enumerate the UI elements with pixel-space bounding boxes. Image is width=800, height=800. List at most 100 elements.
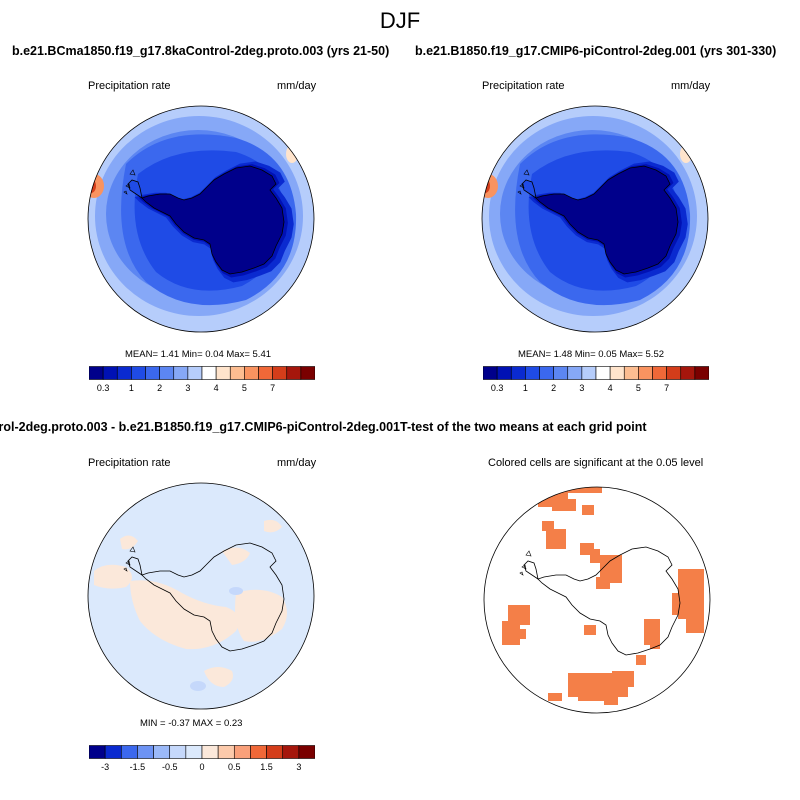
colorbar-tick-label: 2 bbox=[157, 383, 163, 393]
colorbar-tick-label: -3 bbox=[101, 762, 110, 772]
colorbar-swatch bbox=[131, 366, 146, 380]
colorbar-swatch bbox=[102, 366, 118, 380]
significant-cell bbox=[542, 521, 554, 531]
figure-title: DJF bbox=[379, 8, 421, 33]
precip-patch bbox=[274, 307, 290, 317]
colorbar-swatch bbox=[137, 745, 154, 759]
antarctica-coastline bbox=[141, 165, 285, 275]
panel4-title: T-test of the two means at each grid poi… bbox=[400, 420, 647, 434]
panel1-title: b.e21.BCma1850.f19_g17.8kaControl-2deg.p… bbox=[12, 44, 390, 58]
panel3-title: b.e21.BCma1850.f19_g17.8kaControl-2deg.p… bbox=[0, 420, 400, 434]
positive-difference-region bbox=[94, 564, 132, 589]
significant-cell bbox=[636, 655, 646, 665]
island-coastline bbox=[125, 183, 131, 189]
colorbar-swatch bbox=[185, 745, 203, 759]
colorbar-tick-label: 1.5 bbox=[260, 762, 273, 772]
colorbar-swatch bbox=[539, 366, 554, 380]
colorbar-tick-label: 7 bbox=[664, 383, 670, 393]
ocean-background bbox=[88, 483, 314, 709]
colorbar-tick-label: 1 bbox=[522, 383, 528, 393]
panel3-stats: MIN = -0.37 MAX = 0.23 bbox=[140, 718, 243, 729]
colorbar-swatch bbox=[300, 366, 315, 380]
colorbar-tick-label: 4 bbox=[607, 383, 613, 393]
colorbar-tick-label: 3 bbox=[185, 383, 191, 393]
colorbar-swatch bbox=[201, 366, 217, 380]
colorbar-swatch bbox=[694, 366, 709, 380]
panel1-units-label: mm/day bbox=[277, 80, 317, 92]
panel2-colorbar bbox=[483, 366, 709, 380]
colorbar-tick-label: 5 bbox=[241, 383, 247, 393]
positive-difference-region bbox=[222, 547, 250, 565]
panel3-polar-map bbox=[87, 482, 315, 710]
colorbar-swatch bbox=[298, 745, 315, 759]
colorbar-swatch bbox=[680, 366, 696, 380]
colorbar-swatch bbox=[89, 745, 106, 759]
colorbar-swatch bbox=[525, 366, 540, 380]
colorbar-swatch bbox=[104, 745, 122, 759]
panel3-variable-label: Precipitation rate bbox=[88, 457, 171, 469]
precip-patch bbox=[286, 145, 298, 163]
significant-cell bbox=[590, 549, 600, 563]
panel3-colorbar bbox=[89, 745, 315, 759]
panel1-variable-label: Precipitation rate bbox=[88, 80, 171, 92]
colorbar-swatch bbox=[201, 745, 219, 759]
panel1-stats: MEAN= 1.41 Min= 0.04 Max= 5.41 bbox=[125, 349, 272, 360]
colorbar-tick-label: 0.3 bbox=[96, 383, 110, 393]
panel4-subtitle: Colored cells are significant at the 0.0… bbox=[488, 457, 704, 469]
significant-cell bbox=[584, 625, 596, 635]
island-coastline bbox=[123, 190, 128, 195]
island-coastline bbox=[129, 169, 136, 176]
island-coastline bbox=[123, 567, 128, 572]
colorbar-swatch bbox=[266, 745, 284, 759]
panel3-units-label: mm/day bbox=[277, 457, 317, 469]
colorbar-swatch bbox=[169, 745, 187, 759]
panel2-title: b.e21.B1850.f19_g17.CMIP6-piControl-2deg… bbox=[415, 44, 777, 58]
colorbar-swatch bbox=[89, 366, 104, 380]
colorbar-tick-label: 4 bbox=[213, 383, 219, 393]
colorbar-swatch bbox=[250, 745, 267, 759]
significant-cell bbox=[672, 593, 692, 615]
panel2-polar-map bbox=[481, 105, 709, 333]
colorbar-swatch bbox=[272, 366, 288, 380]
colorbar-tick-label: 5 bbox=[635, 383, 641, 393]
peninsula-coastline bbox=[127, 556, 143, 576]
island-coastline bbox=[125, 560, 131, 566]
precip-band bbox=[142, 166, 284, 274]
colorbar-swatch bbox=[595, 366, 611, 380]
peninsula-coastline bbox=[521, 179, 537, 199]
map-border bbox=[483, 486, 711, 714]
colorbar-swatch bbox=[153, 745, 171, 759]
island-coastline bbox=[517, 190, 522, 195]
colorbar-swatch bbox=[159, 366, 175, 380]
colorbar-swatch bbox=[233, 745, 251, 759]
antarctica-coastline bbox=[141, 542, 285, 652]
colorbar-swatch bbox=[496, 366, 512, 380]
antarctica-coastline bbox=[535, 165, 679, 275]
colorbar-swatch bbox=[282, 745, 300, 759]
colorbar-swatch bbox=[286, 366, 302, 380]
colorbar-tick-label: 2 bbox=[551, 383, 557, 393]
map-border bbox=[87, 105, 315, 333]
colorbar-swatch bbox=[581, 366, 597, 380]
significant-cell bbox=[548, 693, 562, 701]
colorbar-tick-label: 7 bbox=[270, 383, 276, 393]
colorbar-swatch bbox=[483, 366, 498, 380]
island-coastline bbox=[525, 550, 532, 557]
colorbar-swatch bbox=[173, 366, 189, 380]
peninsula-coastline bbox=[523, 560, 539, 580]
positive-difference-region bbox=[264, 519, 282, 533]
colorbar-swatch bbox=[638, 366, 653, 380]
island-coastline bbox=[523, 169, 530, 176]
significant-cell bbox=[552, 499, 576, 511]
colorbar-tick-label: 1 bbox=[128, 383, 134, 393]
panel4-polar-map bbox=[483, 486, 711, 714]
colorbar-swatch bbox=[116, 366, 132, 380]
antarctica-coastline bbox=[537, 546, 681, 656]
positive-difference-region bbox=[120, 535, 138, 550]
positive-difference-region bbox=[130, 580, 240, 650]
panel2-units-label: mm/day bbox=[671, 80, 711, 92]
significant-cell bbox=[604, 697, 618, 705]
significant-cell bbox=[582, 505, 594, 515]
colorbar-swatch bbox=[244, 366, 259, 380]
colorbar-tick-label: 3 bbox=[296, 762, 302, 772]
